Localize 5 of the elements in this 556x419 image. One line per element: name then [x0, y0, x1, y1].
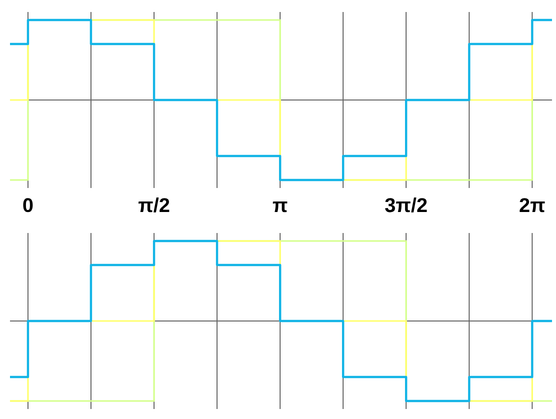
x-tick-label: π/2: [138, 198, 170, 212]
x-tick-label: 0: [23, 198, 33, 212]
x-tick-label: 3π/2: [385, 198, 427, 212]
x-tick-label: π: [272, 201, 288, 212]
x-tick-label: 2π: [520, 198, 545, 212]
